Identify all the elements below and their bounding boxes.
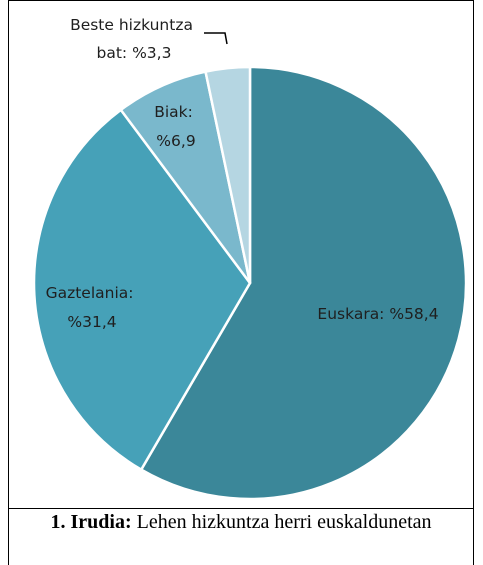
slice-label-euskara: Euskara: %58,4 bbox=[317, 305, 438, 323]
leader-line bbox=[204, 32, 228, 45]
pie-slice-gaztelania bbox=[32, 108, 252, 471]
caption-text: Lehen hizkuntza herri euskaldunetan bbox=[131, 511, 432, 533]
figure-caption: 1. Irudia: Lehen hizkuntza herri euskald… bbox=[9, 509, 473, 535]
slice-label-biak: Biak: %6,9 bbox=[154, 103, 198, 150]
slice-label-beste-hizkuntza: Beste hizkuntza bat: %3,3 bbox=[70, 16, 198, 62]
pie-slice-beste-hizkuntza bbox=[204, 65, 252, 285]
pie-chart: Euskara: %58,4 Gaztelania: %31,4 Biak: %… bbox=[32, 16, 468, 501]
figure-frame bbox=[8, 0, 474, 565]
slice-label-gaztelania: Gaztelania: %31,4 bbox=[46, 284, 139, 331]
caption-number: 1. Irudia: bbox=[50, 511, 132, 533]
caption-divider bbox=[8, 508, 474, 509]
pie-slice-euskara bbox=[139, 65, 468, 501]
